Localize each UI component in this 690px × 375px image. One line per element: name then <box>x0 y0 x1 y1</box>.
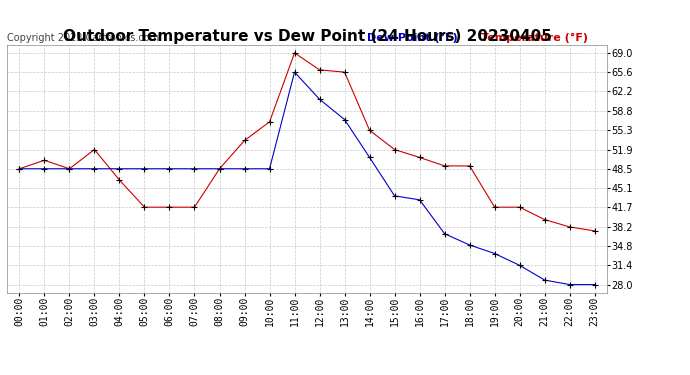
Title: Outdoor Temperature vs Dew Point (24 Hours) 20230405: Outdoor Temperature vs Dew Point (24 Hou… <box>63 29 551 44</box>
Text: Copyright 2023 Cartronics.com: Copyright 2023 Cartronics.com <box>7 33 159 42</box>
Text: Dew Point (°F): Dew Point (°F) <box>367 33 458 42</box>
Text: Temperature (°F): Temperature (°F) <box>481 33 588 42</box>
